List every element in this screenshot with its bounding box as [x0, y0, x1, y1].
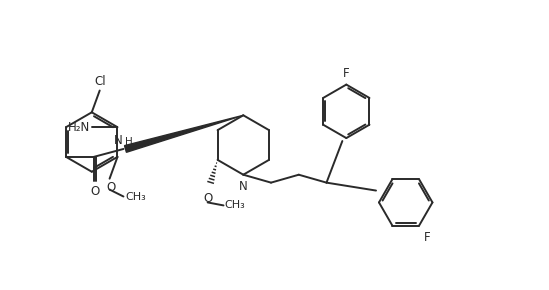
- Text: F: F: [343, 67, 350, 80]
- Polygon shape: [125, 115, 243, 152]
- Text: O: O: [203, 192, 212, 204]
- Text: O: O: [90, 185, 99, 197]
- Text: CH₃: CH₃: [225, 200, 245, 211]
- Text: N: N: [114, 134, 122, 147]
- Text: N: N: [239, 180, 248, 193]
- Text: F: F: [424, 231, 430, 244]
- Text: CH₃: CH₃: [125, 191, 146, 202]
- Text: H: H: [126, 137, 133, 147]
- Text: H₂N: H₂N: [68, 121, 90, 134]
- Text: O: O: [106, 181, 115, 194]
- Text: Cl: Cl: [94, 75, 105, 88]
